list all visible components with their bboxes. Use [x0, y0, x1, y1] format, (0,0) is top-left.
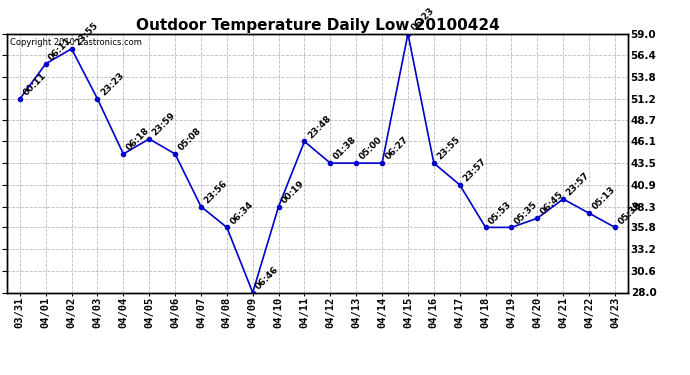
Text: 23:56: 23:56	[202, 178, 229, 205]
Text: 06:23: 06:23	[409, 6, 436, 32]
Text: 01:38: 01:38	[332, 135, 358, 162]
Text: 23:55: 23:55	[435, 135, 462, 162]
Text: 05:35: 05:35	[513, 200, 540, 226]
Text: 23:23: 23:23	[99, 71, 126, 98]
Title: Outdoor Temperature Daily Low 20100424: Outdoor Temperature Daily Low 20100424	[135, 18, 500, 33]
Text: Copyright 2010 Castronics.com: Copyright 2010 Castronics.com	[10, 38, 142, 46]
Text: 06:27: 06:27	[384, 135, 410, 162]
Text: 06:34: 06:34	[228, 200, 255, 226]
Text: 00:11: 00:11	[21, 71, 48, 98]
Text: 23:59: 23:59	[150, 111, 177, 138]
Text: 05:53: 05:53	[487, 200, 513, 226]
Text: 06:45: 06:45	[539, 190, 565, 217]
Text: 23:55: 23:55	[73, 21, 99, 47]
Text: 23:57: 23:57	[461, 157, 488, 183]
Text: 23:57: 23:57	[564, 171, 591, 198]
Text: 06:18: 06:18	[125, 126, 151, 153]
Text: 05:13: 05:13	[591, 185, 617, 212]
Text: 06:11: 06:11	[47, 36, 74, 62]
Text: 23:48: 23:48	[306, 113, 333, 140]
Text: 05:00: 05:00	[357, 135, 384, 162]
Text: 00:19: 00:19	[280, 178, 306, 205]
Text: 05:39: 05:39	[616, 200, 643, 226]
Text: 06:46: 06:46	[254, 264, 281, 291]
Text: 05:08: 05:08	[177, 126, 203, 153]
